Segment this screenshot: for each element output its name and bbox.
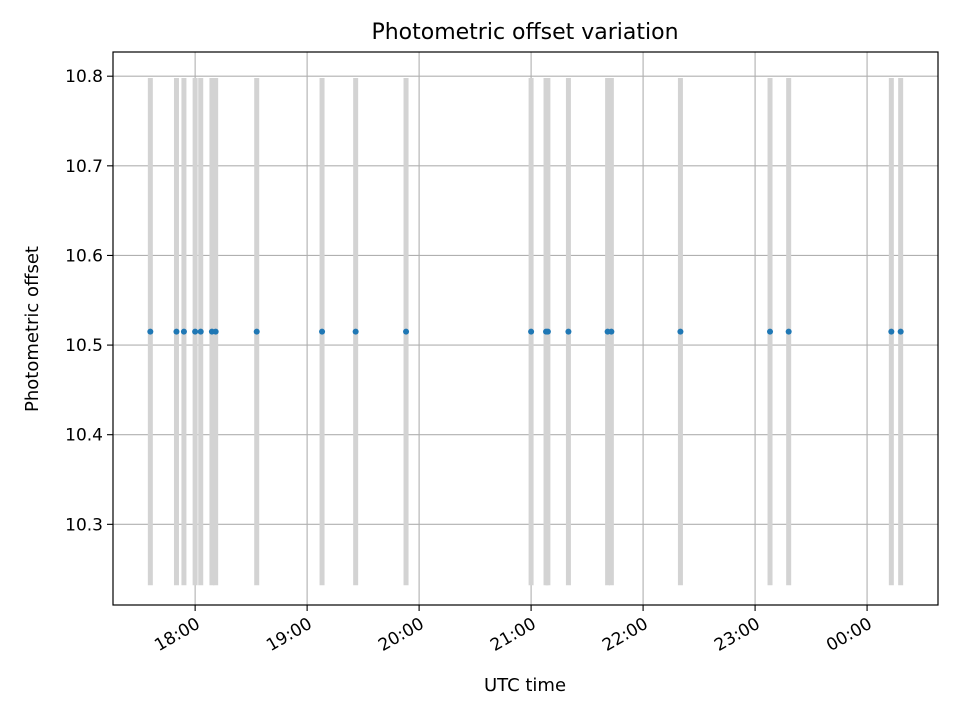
data-point [352,328,359,335]
grid [113,52,938,605]
data-point [888,328,895,335]
data-point [608,328,615,335]
data-point [192,328,199,335]
y-tick-label: 10.7 [65,157,103,177]
data-point [403,328,410,335]
data-point [897,328,904,335]
data-point [677,328,684,335]
data-point [180,328,187,335]
y-tick-label: 10.6 [65,246,103,266]
data-point [173,328,180,335]
y-tick-label: 10.8 [65,67,103,87]
data-point [785,328,792,335]
data-point [767,328,774,335]
data-point [319,328,326,335]
data-points [147,328,904,335]
data-point [528,328,535,335]
chart-title: Photometric offset variation [371,20,678,45]
y-axis-label: Photometric offset [22,246,43,412]
data-point [544,328,551,335]
y-tick-label: 10.3 [65,515,103,535]
data-point [212,328,219,335]
x-axis-label: UTC time [484,675,566,696]
data-point [253,328,260,335]
data-point [197,328,204,335]
y-tick-label: 10.5 [65,336,103,356]
data-point [565,328,572,335]
data-point [147,328,154,335]
y-tick-label: 10.4 [65,426,103,446]
plot-frame [112,51,939,606]
y-axis: 10.3 10.4 10.5 10.6 10.7 10.8 [65,67,113,535]
